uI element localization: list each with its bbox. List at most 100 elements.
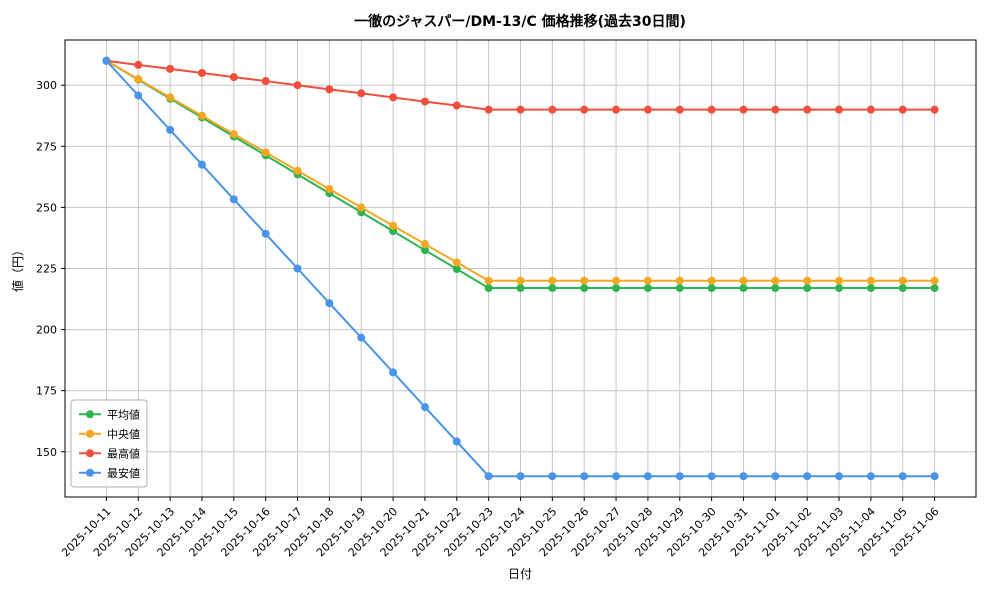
x-axis-label: 日付 [508, 567, 532, 581]
y-tick-label: 175 [36, 385, 57, 398]
series-marker [261, 77, 270, 86]
series-marker [389, 93, 398, 102]
series-marker [548, 472, 557, 481]
legend-item-3: 最安値 [79, 466, 140, 480]
series-marker [803, 472, 812, 481]
series-marker [229, 73, 238, 82]
y-axis-label: 値（円） [10, 244, 25, 292]
series-marker [739, 284, 748, 293]
series-marker [166, 93, 175, 102]
series-marker [420, 403, 429, 412]
series-marker [102, 56, 111, 65]
series-marker [803, 276, 812, 285]
series-marker [866, 284, 875, 293]
legend-box [70, 399, 148, 488]
series-marker [707, 284, 716, 293]
series-marker [835, 105, 844, 114]
series-marker [548, 105, 557, 114]
series-marker [835, 276, 844, 285]
axes-frame [64, 39, 977, 498]
series-marker [866, 105, 875, 114]
legend-marker [86, 410, 94, 419]
series-marker [580, 472, 589, 481]
series-marker [866, 276, 875, 285]
series-marker [325, 185, 334, 194]
y-tick-label: 150 [36, 446, 57, 459]
series-marker [452, 258, 461, 267]
series-marker [389, 221, 398, 230]
legend-item-1: 中央値 [79, 428, 140, 441]
series-marker [325, 299, 334, 308]
series-marker [580, 276, 589, 285]
legend-marker [86, 429, 94, 438]
y-tick-label: 200 [36, 324, 57, 337]
series-marker [261, 229, 270, 238]
series-marker [452, 101, 461, 110]
series-marker [261, 148, 270, 157]
series-marker [612, 276, 621, 285]
series-marker [548, 276, 557, 285]
series-marker [930, 105, 939, 114]
series-marker [675, 284, 684, 293]
series-marker [739, 276, 748, 285]
series-marker [866, 472, 875, 481]
series-marker [707, 105, 716, 114]
legend-marker [86, 449, 94, 458]
series-marker [357, 203, 366, 212]
series-marker [197, 68, 206, 77]
series-marker [675, 105, 684, 114]
legend-label: 最安値 [107, 466, 140, 480]
legend-label: 平均値 [107, 408, 140, 421]
series-marker [357, 89, 366, 98]
series-marker [420, 97, 429, 106]
series-marker [516, 276, 525, 285]
legend-item-2: 最高値 [79, 446, 140, 460]
series-marker [516, 284, 525, 293]
series-marker [612, 284, 621, 293]
y-tick-label: 250 [36, 201, 57, 214]
series-marker [484, 472, 493, 481]
series-marker [643, 276, 652, 285]
series-marker [134, 60, 143, 69]
series-marker [771, 284, 780, 293]
series-marker [898, 472, 907, 481]
legend-item-0: 平均値 [79, 408, 140, 421]
series-marker [930, 276, 939, 285]
series-marker [420, 246, 429, 255]
series-marker [134, 91, 143, 100]
series-marker [643, 472, 652, 481]
series-marker [739, 105, 748, 114]
y-tick-label: 300 [36, 79, 57, 92]
series-marker [516, 472, 525, 481]
series-marker [930, 472, 939, 481]
series-marker [166, 125, 175, 134]
series-marker [325, 85, 334, 94]
chart-title: 一徹のジャスパー/DM-13/C 価格推移(過去30日間) [354, 13, 686, 30]
series-marker [898, 105, 907, 114]
series-marker [580, 105, 589, 114]
legend-marker [86, 468, 94, 477]
series-marker [548, 284, 557, 293]
series-marker [452, 437, 461, 446]
series-marker [293, 81, 302, 90]
series-marker [484, 105, 493, 114]
series-marker [612, 105, 621, 114]
series-marker [835, 284, 844, 293]
series-marker [898, 284, 907, 293]
series-marker [707, 276, 716, 285]
series-marker [197, 111, 206, 120]
series-marker [389, 368, 398, 377]
legend-label: 最高値 [107, 446, 140, 460]
series-marker [516, 105, 525, 114]
series-marker [803, 105, 812, 114]
series-marker [675, 472, 684, 481]
series-marker [771, 105, 780, 114]
y-tick-label: 275 [36, 140, 57, 153]
series-marker [420, 240, 429, 249]
series-marker [803, 284, 812, 293]
series-marker [771, 276, 780, 285]
series-marker [898, 276, 907, 285]
series-marker [580, 284, 589, 293]
series-marker [293, 264, 302, 273]
series-marker [707, 472, 716, 481]
